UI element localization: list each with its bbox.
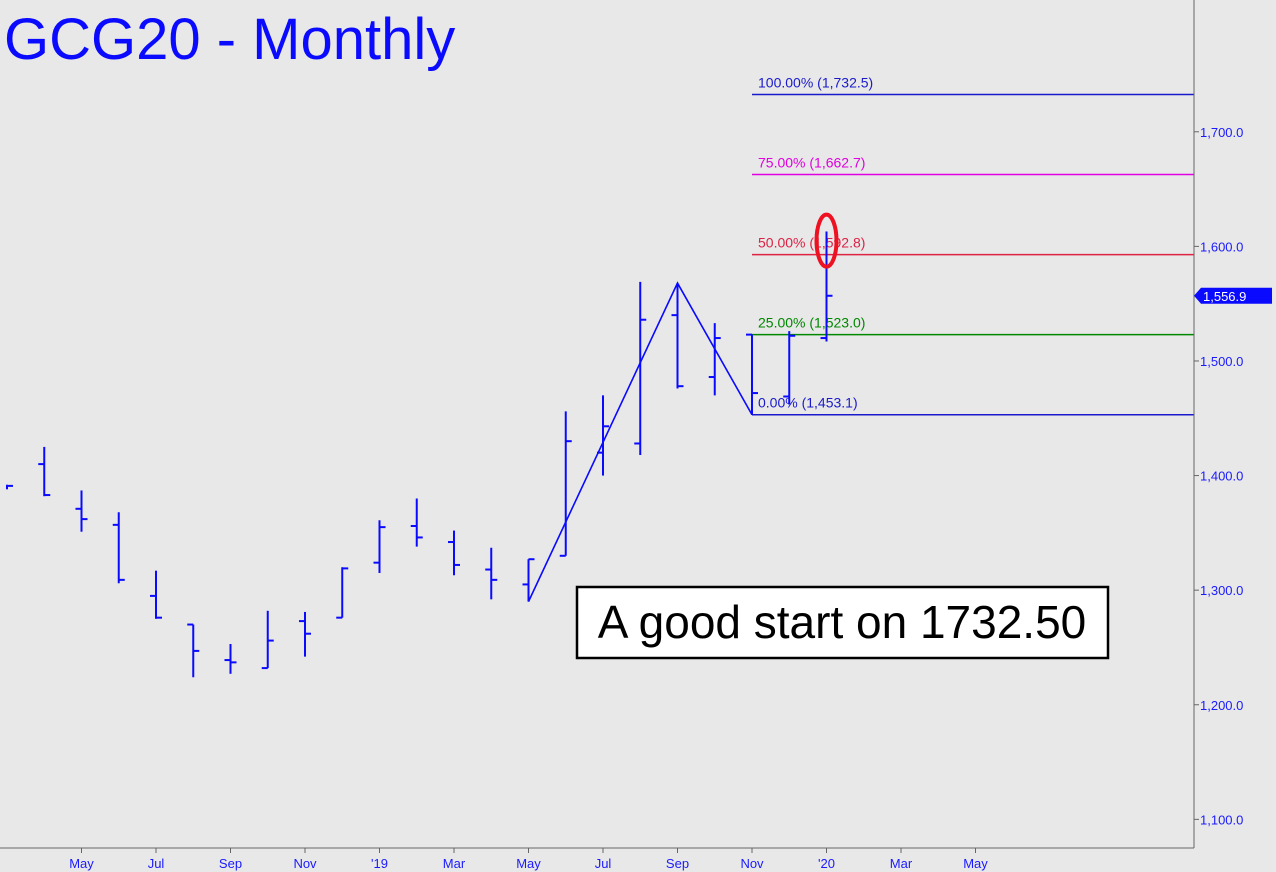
- x-tick-label: Jul: [148, 856, 165, 871]
- last-price-tag: 1,556.9: [1194, 287, 1272, 304]
- x-tick-label: Mar: [443, 856, 466, 871]
- x-tick-label: Nov: [293, 856, 317, 871]
- title-group: GCG20 - Monthly: [4, 7, 455, 72]
- y-tick-label: 1,500.0: [1200, 354, 1243, 369]
- y-tick-label: 1,700.0: [1200, 125, 1243, 140]
- x-tick-label: May: [69, 856, 94, 871]
- x-tick-label: May: [516, 856, 541, 871]
- y-tick-label: 1,600.0: [1200, 239, 1243, 254]
- swing-line: [527, 281, 753, 602]
- x-tick-label: Sep: [666, 856, 689, 871]
- y-tick-label: 1,200.0: [1200, 698, 1243, 713]
- annotation-box: A good start on 1732.50: [575, 585, 1110, 660]
- fib-label: 0.00% (1,453.1): [758, 395, 858, 411]
- x-tick-label: '20: [818, 856, 835, 871]
- price-tag-shape: [1194, 287, 1272, 304]
- x-tick-label: Jul: [595, 856, 612, 871]
- y-axis-ticks: 1,700.0 1,600.0 1,500.0 1,400.0 1,300.0 1,200…: [1194, 125, 1243, 827]
- y-tick-label: 1,300.0: [1200, 583, 1243, 598]
- swing-polyline: [527, 281, 753, 602]
- x-tick-label: Nov: [740, 856, 764, 871]
- price-bars: [6, 231, 833, 678]
- y-tick-label: 1,400.0: [1200, 469, 1243, 484]
- fib-label: 50.00% (1,592.8): [758, 235, 865, 251]
- fib-label: 100.00% (1,732.5): [758, 75, 873, 91]
- annotation-text: A good start on 1732.50: [598, 596, 1087, 648]
- chart-title: GCG20 - Monthly: [4, 7, 455, 72]
- highlight-ellipse: [814, 212, 839, 269]
- annotation-box-frame: [575, 585, 1110, 660]
- x-axis-ticks: May Jul Sep Nov '19 Mar May Jul Sep Nov '20 Mar May: [69, 848, 988, 871]
- price-tag-label: 1,556.9: [1203, 289, 1246, 304]
- fib-label: 25.00% (1,523.0): [758, 315, 865, 331]
- x-tick-label: May: [963, 856, 988, 871]
- x-tick-label: '19: [371, 856, 388, 871]
- axes: [0, 0, 1195, 849]
- x-tick-label: Sep: [219, 856, 242, 871]
- fib-label: 75.00% (1,662.7): [758, 155, 865, 171]
- x-tick-label: Mar: [890, 856, 913, 871]
- y-tick-label: 1,100.0: [1200, 812, 1243, 827]
